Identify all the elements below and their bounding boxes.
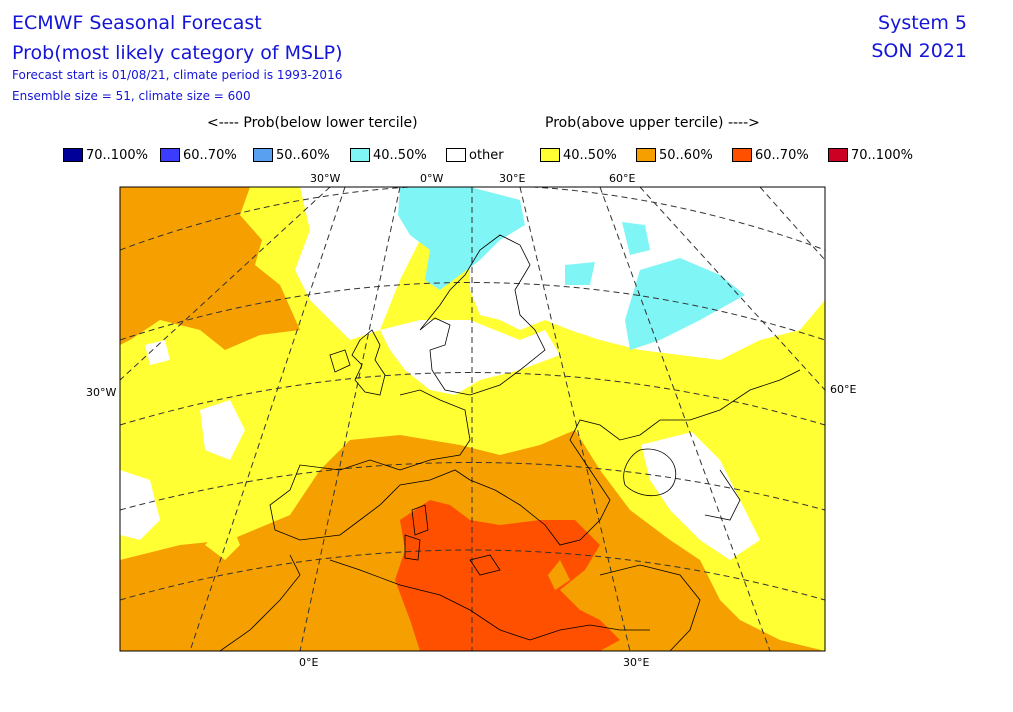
- top-tick-0w: 0°W: [420, 172, 444, 185]
- bottom-tick-30e: 30°E: [623, 656, 650, 669]
- region-above-50-60-atlantic: [120, 187, 300, 350]
- legend-swatch: [828, 148, 848, 162]
- map-title: ECMWF Seasonal Forecast: [12, 12, 262, 34]
- legend-label: 60..70%: [755, 147, 809, 163]
- parallel-line: [120, 187, 825, 251]
- region-above-60-70-mediterranean: [395, 500, 620, 651]
- meridian-line: [120, 187, 331, 381]
- region-below-40-50-arctic: [622, 222, 650, 255]
- season-label: SON 2021: [871, 40, 967, 62]
- region-below-40-50-finland: [565, 262, 595, 285]
- legend-label: 40..50%: [563, 147, 617, 163]
- meridian-line: [299, 187, 401, 651]
- top-tick-30w: 30°W: [310, 172, 341, 185]
- parallel-line: [120, 372, 825, 426]
- left-tick-30w: 30°W: [86, 386, 117, 399]
- region-below-40-50-scandinavia: [398, 187, 525, 290]
- legend-label: 70..100%: [851, 147, 913, 163]
- legend-label: other: [469, 147, 504, 163]
- parallel-line: [120, 549, 825, 601]
- map-frame: [119, 186, 826, 652]
- legend-label: 70..100%: [86, 147, 148, 163]
- region-above-50-60-aegean: [548, 560, 570, 590]
- legend-above-header: Prob(above upper tercile) ---->: [545, 115, 760, 131]
- region-above-40-50-atlantic-island: [205, 520, 240, 560]
- legend-item-below-50-60: 50..60%: [253, 146, 330, 164]
- region-other-atlantic: [200, 400, 245, 460]
- right-tick-60e: 60°E: [830, 383, 857, 396]
- legend-swatch: [63, 148, 83, 162]
- top-tick-30e: 30°E: [499, 172, 526, 185]
- legend-swatch: [446, 148, 466, 162]
- coastlines: [219, 234, 801, 651]
- legend-item-above-60-70: 60..70%: [732, 146, 809, 164]
- meridian-line: [189, 187, 346, 651]
- legend-item-below-40-50: 40..50%: [350, 146, 427, 164]
- meridian-line: [599, 187, 771, 651]
- meridian-line: [639, 187, 825, 391]
- legend-item-above-40-50: 40..50%: [540, 146, 617, 164]
- parallel-line: [120, 282, 825, 341]
- top-tick-60e: 60°E: [609, 172, 636, 185]
- legend-below-header: <---- Prob(below lower tercile): [207, 115, 418, 131]
- legend-item-above-70-100: 70..100%: [828, 146, 913, 164]
- region-other-europe: [380, 320, 560, 395]
- legend-swatch: [160, 148, 180, 162]
- region-other-atlantic-small: [145, 340, 170, 365]
- legend-label: 60..70%: [183, 147, 237, 163]
- legend-label: 50..60%: [659, 147, 713, 163]
- forecast-start-info: Forecast start is 01/08/21, climate peri…: [12, 68, 343, 82]
- parallel-line: [120, 462, 825, 511]
- ensemble-size-info: Ensemble size = 51, climate size = 600: [12, 89, 251, 103]
- legend-label: 50..60%: [276, 147, 330, 163]
- legend-swatch: [540, 148, 560, 162]
- legend-label: 40..50%: [373, 147, 427, 163]
- legend-item-above-50-60: 50..60%: [636, 146, 713, 164]
- legend-item-below-70-100: 70..100%: [63, 146, 148, 164]
- region-other-east: [640, 430, 760, 560]
- system-label: System 5: [878, 12, 967, 34]
- map-subtitle: Prob(most likely category of MSLP): [12, 42, 343, 64]
- meridian-line: [759, 187, 825, 261]
- legend-item-other: other: [446, 146, 504, 164]
- legend-swatch: [253, 148, 273, 162]
- region-above-40-50-east: [560, 340, 825, 450]
- legend-item-below-60-70: 60..70%: [160, 146, 237, 164]
- bottom-tick-0e: 0°E: [299, 656, 319, 669]
- legend-swatch: [732, 148, 752, 162]
- legend-swatch: [636, 148, 656, 162]
- legend-swatch: [350, 148, 370, 162]
